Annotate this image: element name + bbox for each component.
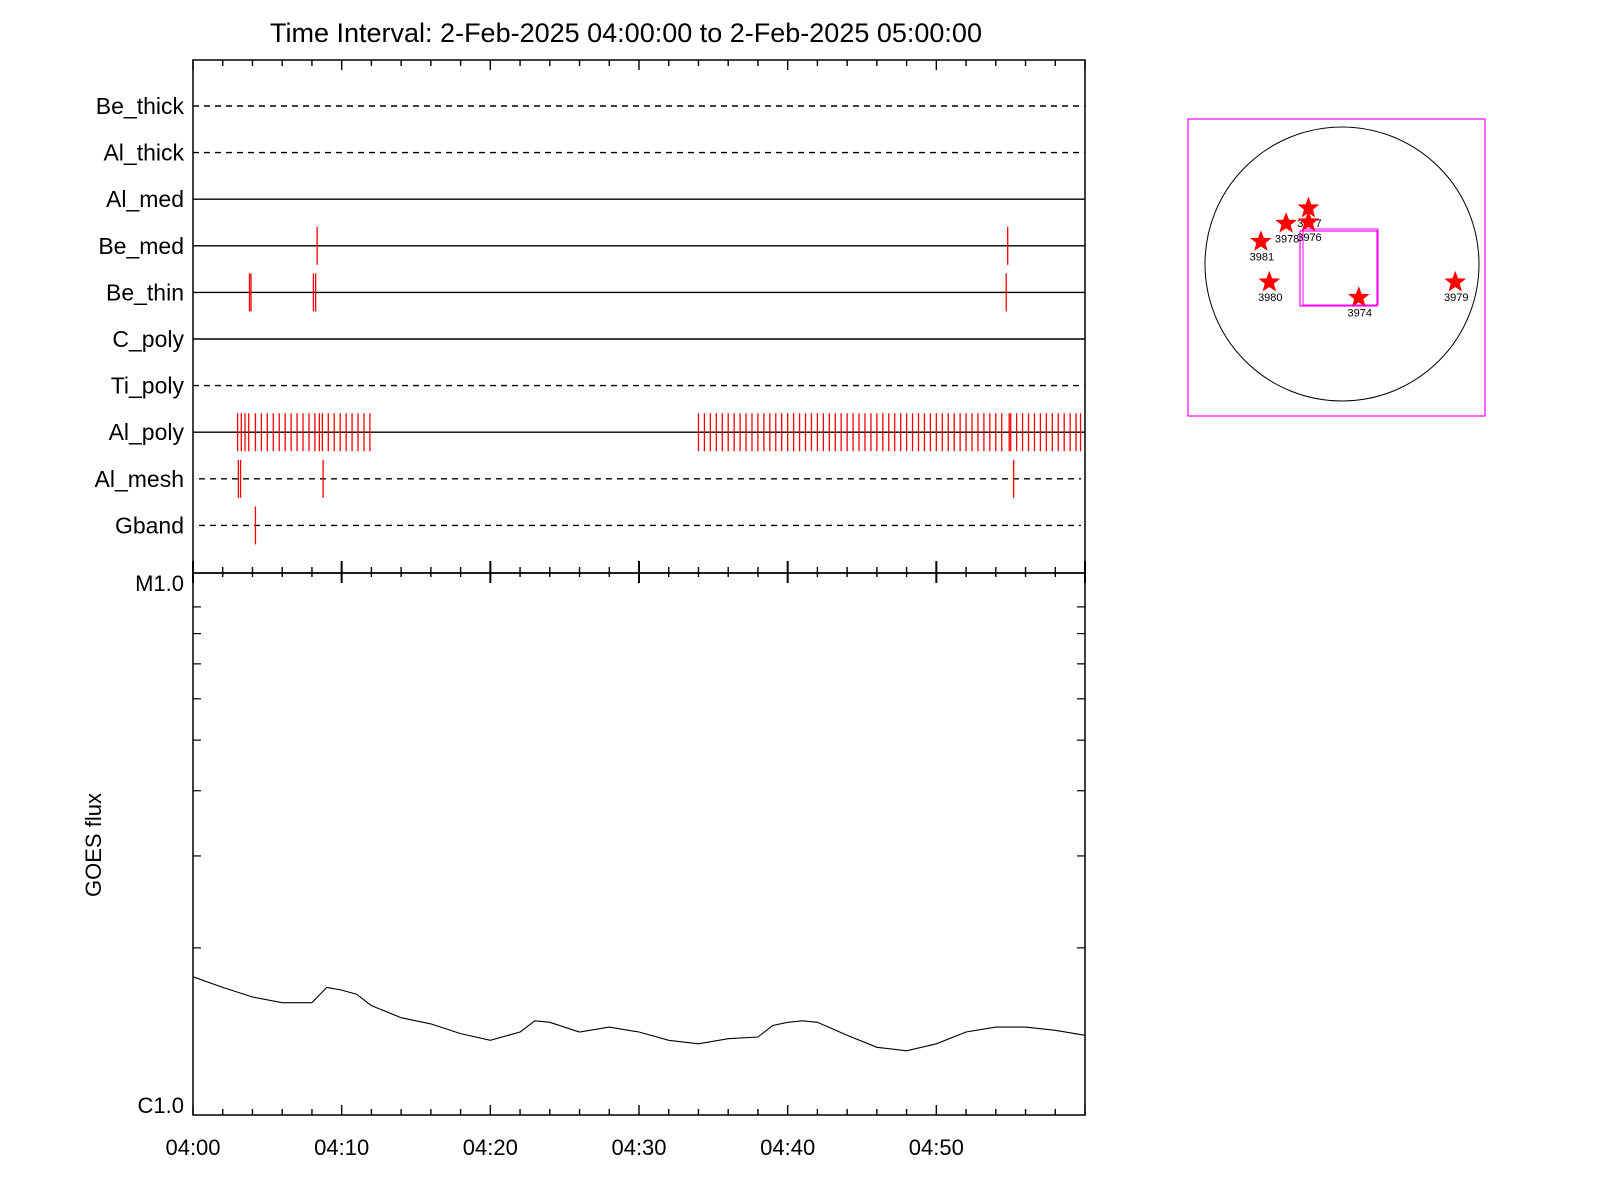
row-label: Gband	[115, 512, 184, 538]
x-tick-label: 04:00	[165, 1135, 220, 1160]
chart-title: Time Interval: 2-Feb-2025 04:00:00 to 2-…	[270, 18, 982, 48]
active-region: 3980	[1258, 270, 1283, 304]
row-label: C_poly	[112, 326, 184, 352]
region-star-icon	[1250, 230, 1272, 251]
goes-flux-panel: 04:00 04:10 04:20 04:30 04:40 04:50 M1.0 C1.0 GO…	[81, 571, 1086, 1160]
row-al_thick: Al_thick	[103, 140, 1085, 166]
goes-flux-line	[192, 976, 1086, 1052]
row-be_thick: Be_thick	[96, 93, 1085, 119]
solar-disk-outline	[1204, 126, 1480, 402]
y-tick-label: C1.0	[138, 1093, 184, 1118]
row-ti_poly: Ti_poly	[111, 373, 1085, 399]
solar-disk-panel: 3977397639783981398039743979	[1187, 118, 1486, 417]
row-be_thin: Be_thin	[106, 273, 1085, 312]
region-label: 3974	[1348, 308, 1372, 320]
timeline-frame	[192, 59, 1086, 574]
region-label: 3979	[1444, 292, 1468, 304]
y-axis-label: GOES flux	[81, 793, 106, 897]
row-label: Be_thick	[96, 93, 185, 119]
active-region: 3976	[1297, 210, 1322, 244]
row-label: Al_med	[106, 186, 184, 212]
row-label: Al_thick	[103, 140, 184, 166]
fov-box	[1299, 230, 1378, 307]
row-al_mesh: Al_mesh	[95, 459, 1081, 498]
active-region: 3979	[1444, 270, 1468, 304]
x-tick-label: 04:20	[463, 1135, 518, 1160]
region-star-icon	[1258, 270, 1281, 292]
x-tick-label: 04:40	[760, 1135, 815, 1160]
fov-box	[1302, 228, 1379, 306]
y-tick-label: M1.0	[135, 571, 184, 596]
active-region: 3974	[1347, 286, 1372, 320]
region-label: 3976	[1297, 232, 1321, 244]
region-label: 3978	[1275, 233, 1299, 245]
timeline-panel: Be_thick Al_thick Al_med Be_med Be_thin C_pol…	[95, 59, 1086, 574]
disk-frame	[1187, 118, 1486, 417]
active-region: 3981	[1250, 230, 1274, 264]
row-label: Ti_poly	[111, 373, 185, 399]
row-be_med: Be_med	[98, 226, 1085, 265]
region-star-icon	[1275, 212, 1297, 233]
goes-frame	[192, 572, 1086, 1116]
x-tick-label: 04:50	[909, 1135, 964, 1160]
row-label: Be_thin	[106, 279, 184, 305]
region-star-icon	[1347, 286, 1370, 307]
active-region: 3978	[1275, 212, 1299, 245]
region-label: 3981	[1250, 252, 1274, 264]
row-label: Be_med	[98, 233, 184, 259]
row-c_poly: C_poly	[112, 326, 1085, 352]
row-label: Al_poly	[109, 419, 185, 445]
x-tick-label: 04:10	[314, 1135, 369, 1160]
row-label: Al_mesh	[95, 466, 184, 492]
x-tick-label: 04:30	[611, 1135, 666, 1160]
region-star-icon	[1297, 210, 1320, 232]
row-al_poly: Al_poly	[109, 413, 1085, 452]
region-star-icon	[1444, 270, 1467, 292]
row-gband: Gband	[115, 506, 1081, 545]
region-label: 3980	[1258, 292, 1282, 304]
row-al_med: Al_med	[106, 186, 1085, 212]
